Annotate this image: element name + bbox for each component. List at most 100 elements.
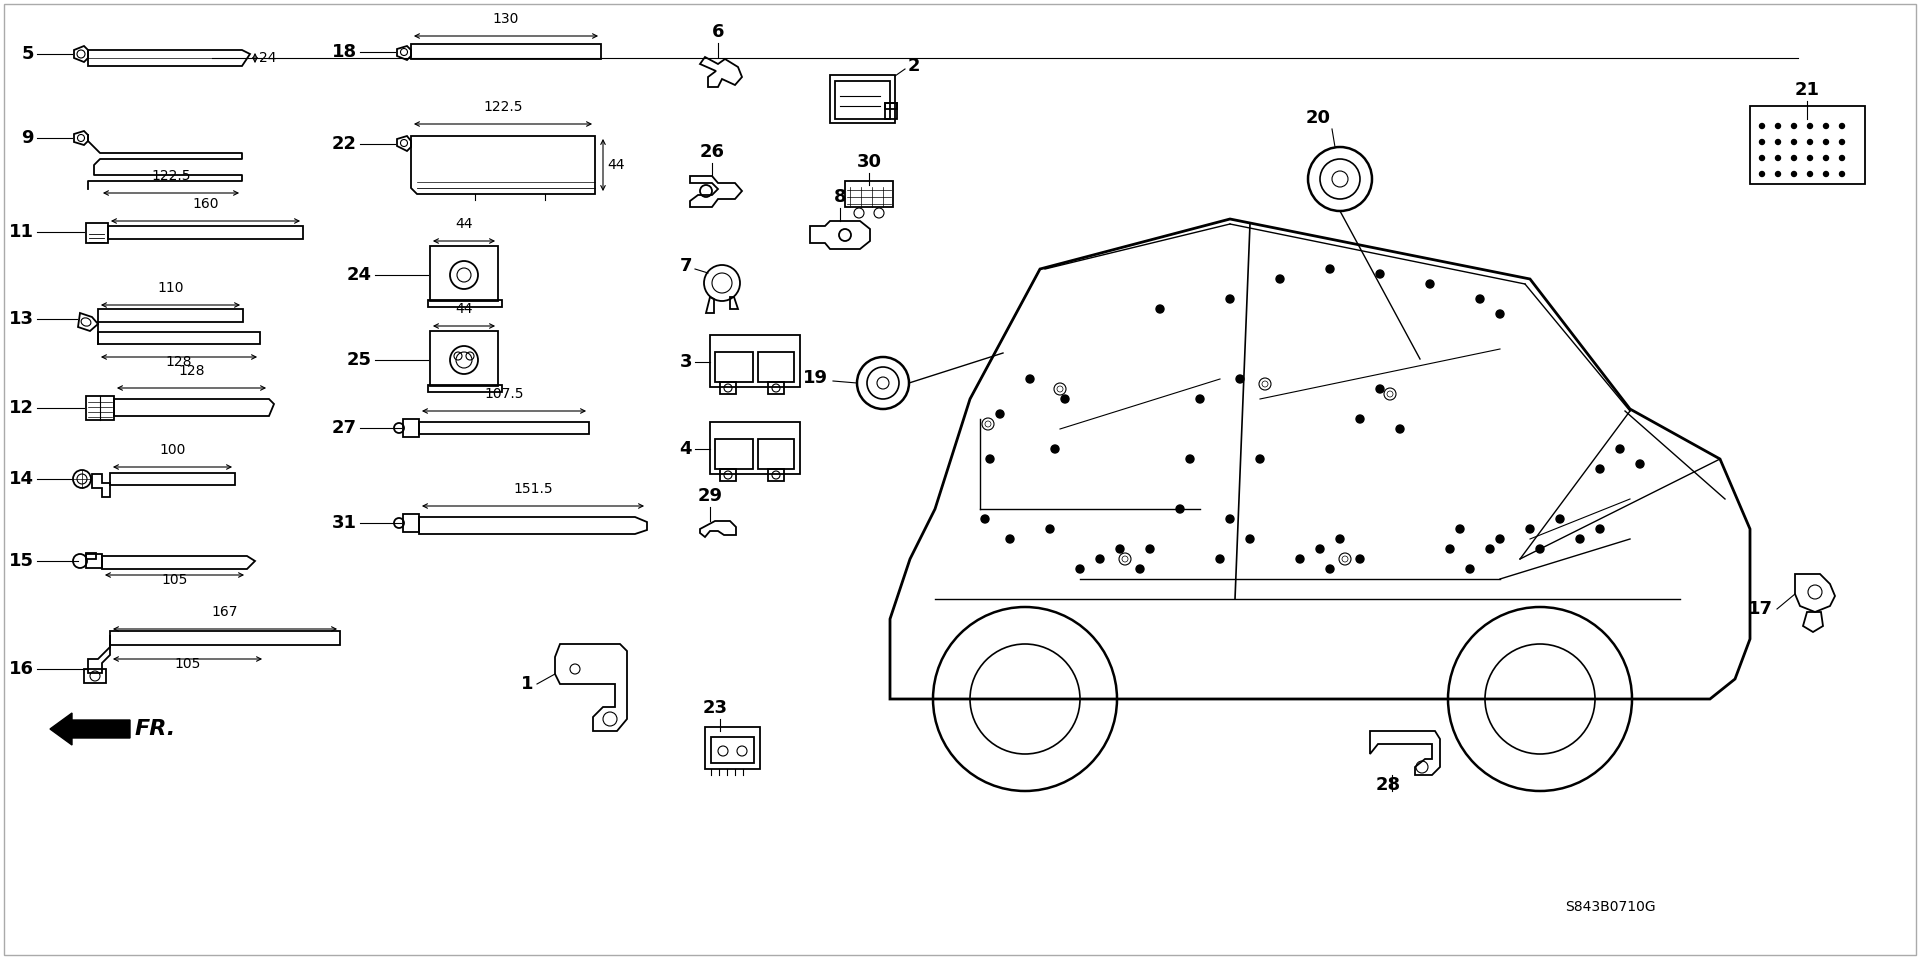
Text: 8: 8 (833, 188, 847, 206)
Bar (714, 439, 753, 469)
Circle shape (1227, 295, 1235, 303)
Circle shape (1776, 139, 1780, 145)
Circle shape (1807, 172, 1812, 176)
Text: 9: 9 (21, 129, 35, 147)
Bar (98, 309, 244, 322)
Circle shape (996, 410, 1004, 418)
Circle shape (1327, 565, 1334, 573)
Text: 3: 3 (680, 353, 691, 371)
Text: 12: 12 (10, 399, 35, 417)
Circle shape (1759, 172, 1764, 176)
Circle shape (1839, 172, 1845, 176)
Text: 19: 19 (803, 369, 828, 387)
Circle shape (1246, 535, 1254, 543)
Circle shape (1046, 525, 1054, 533)
Circle shape (1062, 395, 1069, 403)
Circle shape (1839, 155, 1845, 160)
Text: 167: 167 (211, 605, 238, 619)
Text: 14: 14 (10, 470, 35, 488)
Circle shape (1776, 172, 1780, 176)
Bar (758, 352, 795, 382)
Text: 6: 6 (712, 23, 724, 41)
Text: 30: 30 (856, 153, 881, 171)
Text: 5: 5 (21, 45, 35, 63)
Bar (430, 246, 497, 301)
Bar (428, 385, 501, 392)
Circle shape (1824, 139, 1828, 145)
Text: 2: 2 (908, 57, 920, 75)
Circle shape (1096, 555, 1104, 563)
Bar (1749, 106, 1864, 184)
Circle shape (1315, 545, 1325, 553)
Bar (885, 103, 897, 109)
Text: 44: 44 (455, 302, 472, 316)
Bar (705, 727, 760, 769)
Circle shape (1196, 395, 1204, 403)
Circle shape (1396, 425, 1404, 433)
Circle shape (1776, 155, 1780, 160)
Text: 28: 28 (1375, 776, 1400, 794)
Circle shape (1187, 455, 1194, 463)
Text: 44: 44 (455, 217, 472, 231)
Bar (835, 81, 891, 119)
Text: FR.: FR. (134, 719, 177, 739)
Circle shape (1156, 305, 1164, 313)
Circle shape (1146, 545, 1154, 553)
Circle shape (1467, 565, 1475, 573)
Circle shape (1336, 535, 1344, 543)
Circle shape (1636, 460, 1644, 468)
Bar (430, 331, 497, 386)
Circle shape (1116, 545, 1123, 553)
Bar (720, 382, 735, 394)
Bar (428, 300, 501, 307)
Bar (403, 419, 419, 437)
Circle shape (1791, 172, 1797, 176)
Bar (109, 473, 234, 485)
Circle shape (1576, 535, 1584, 543)
Circle shape (1296, 555, 1304, 563)
Text: 128: 128 (179, 364, 205, 378)
Bar (710, 737, 755, 763)
Circle shape (1327, 265, 1334, 273)
Bar (411, 44, 601, 59)
Bar (829, 75, 895, 123)
Bar (86, 223, 108, 243)
Bar (768, 382, 783, 394)
Bar (108, 226, 303, 239)
Circle shape (1476, 295, 1484, 303)
Bar (419, 422, 589, 434)
Text: 44: 44 (607, 158, 624, 172)
Bar (109, 631, 340, 645)
Text: 23: 23 (703, 699, 728, 717)
Text: 11: 11 (10, 223, 35, 241)
Text: 22: 22 (332, 135, 357, 153)
Circle shape (1050, 445, 1060, 453)
Circle shape (1006, 535, 1014, 543)
Circle shape (1215, 555, 1225, 563)
Text: 160: 160 (192, 197, 219, 211)
Text: 4: 4 (680, 440, 691, 458)
Text: 27: 27 (332, 419, 357, 437)
Circle shape (1807, 155, 1812, 160)
Circle shape (1807, 124, 1812, 129)
Text: 107.5: 107.5 (484, 387, 524, 401)
Circle shape (1536, 545, 1544, 553)
Circle shape (1025, 375, 1035, 383)
Text: 20: 20 (1306, 109, 1331, 127)
Circle shape (1791, 155, 1797, 160)
Bar (768, 469, 783, 481)
Circle shape (1175, 505, 1185, 513)
Bar (86, 554, 102, 568)
Circle shape (1277, 275, 1284, 283)
Text: 25: 25 (348, 351, 372, 369)
Circle shape (1824, 155, 1828, 160)
Circle shape (1596, 525, 1603, 533)
Bar (84, 669, 106, 683)
Text: 21: 21 (1795, 81, 1820, 99)
Bar (885, 103, 897, 119)
Circle shape (981, 515, 989, 523)
Circle shape (1759, 155, 1764, 160)
Circle shape (1759, 124, 1764, 129)
Circle shape (1377, 385, 1384, 393)
Circle shape (1759, 139, 1764, 145)
